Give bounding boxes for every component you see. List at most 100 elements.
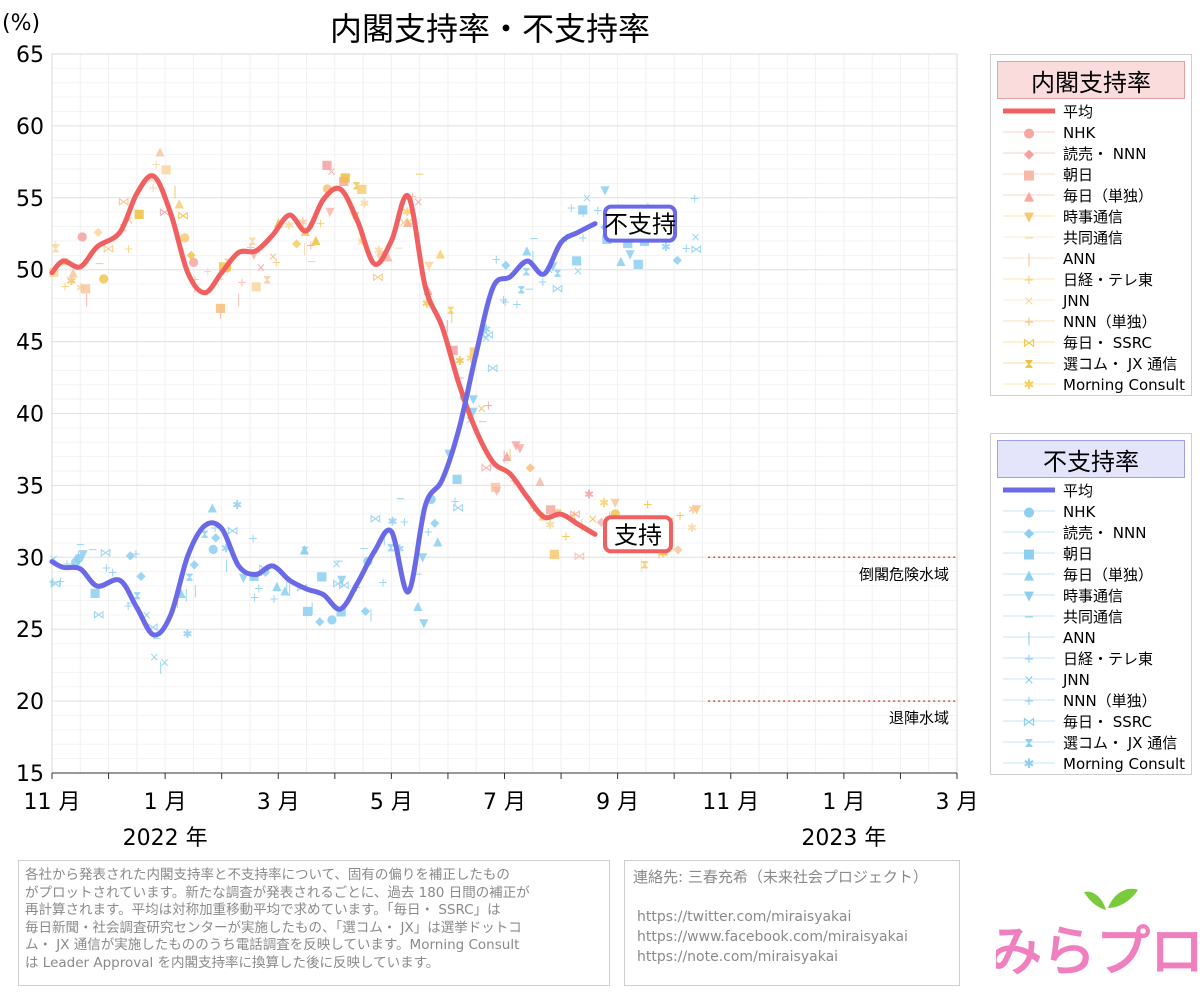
poll-marker-support: + <box>271 256 281 270</box>
against-legend-item: ⋈ 毎日・ SSRC <box>1001 711 1152 732</box>
poll-marker-against: + <box>450 494 460 508</box>
x-tick-label: 5 月 <box>370 790 413 815</box>
y-tick-label: 25 <box>16 618 44 643</box>
poll-marker-support: ● <box>77 229 87 243</box>
poll-marker-against: − <box>524 282 534 296</box>
poll-marker-against: ⋈ <box>369 512 381 526</box>
support-legend-item: ◆ 読売・ NNN <box>1001 143 1146 164</box>
poll-marker-against: ✱ <box>232 498 242 512</box>
poll-marker-support: ■ <box>340 170 351 184</box>
end-label-against: 不支持 <box>604 211 676 239</box>
poll-marker-support: ■ <box>134 207 145 221</box>
poll-marker-support: − <box>95 257 105 271</box>
support-legend-label: 朝日 <box>1063 164 1093 185</box>
poll-marker-support: ◆ <box>292 236 302 250</box>
contact-link[interactable]: https://twitter.com/miraisyakai <box>637 907 908 927</box>
support-legend-label: JNN <box>1063 292 1090 310</box>
support-legend-swatch: × <box>1001 290 1057 311</box>
sprout-icon-leaf <box>1108 889 1138 908</box>
poll-marker-against: ▼ <box>419 616 429 630</box>
support-legend-item: ⧗ 選コム・ JX 通信 <box>1001 353 1177 374</box>
reference-line-label: 退陣水域 <box>889 709 949 727</box>
against-legend-label: 読売・ NNN <box>1063 522 1146 543</box>
poll-marker-support: ▲ <box>155 144 165 158</box>
against-legend-item: ● NHK <box>1001 501 1095 522</box>
poll-marker-support: − <box>393 241 403 255</box>
contact-link[interactable]: https://www.facebook.com/miraisyakai <box>637 927 908 947</box>
poll-marker-support: ⋈ <box>177 208 189 222</box>
poll-marker-against: | <box>184 588 188 602</box>
poll-marker-against: ⋈ <box>486 361 498 375</box>
x-year-label: 2022 年 <box>123 826 208 851</box>
poll-marker-support: ◆ <box>93 225 103 239</box>
poll-marker-against: × <box>149 650 159 664</box>
support-legend-label: 時事通信 <box>1063 206 1123 227</box>
legend-support: 内閣支持率 平均 ● NHK ◆ 読売・ NNN ■ 朝日 ▲ 毎日（単独） ▼ 時事通信 − 共同通信… <box>990 54 1192 396</box>
support-legend-swatch: ▲ <box>1001 185 1057 206</box>
y-tick-label: 30 <box>16 546 44 571</box>
poll-marker-against: ◆ <box>211 530 221 544</box>
poll-marker-support: ▲ <box>535 473 545 487</box>
against-legend-label: NNN（単独） <box>1063 690 1157 711</box>
poll-marker-against: ■ <box>452 472 463 486</box>
support-legend-item: − 共同通信 <box>1001 227 1123 248</box>
poll-marker-support: + <box>561 530 571 544</box>
poll-marker-support: ▲ <box>311 232 321 246</box>
support-legend-label: 読売・ NNN <box>1063 143 1146 164</box>
against-legend-swatch: − <box>1001 606 1057 627</box>
notes-box: 各社から発表された内閣支持率と不支持率について、固有の偏りを補正したもの がプロッ… <box>18 860 610 986</box>
poll-marker-support: × <box>327 165 337 179</box>
svg-text:×: × <box>1024 673 1035 688</box>
contact-links: https://twitter.com/miraisyakai https://w… <box>637 907 908 967</box>
support-legend-item: | ANN <box>1001 248 1096 269</box>
support-legend-swatch: ● <box>1001 122 1057 143</box>
against-legend-swatch: ✱ <box>1001 753 1057 774</box>
svg-text:|: | <box>1027 631 1031 646</box>
x-tick-label: 11 月 <box>24 790 81 815</box>
y-tick-label: 55 <box>16 187 44 212</box>
support-legend-swatch: − <box>1001 227 1057 248</box>
against-legend-label: Morning Consult <box>1063 755 1185 773</box>
mirapuro-logo: みらプロ <box>996 872 1200 993</box>
poll-marker-against: + <box>578 206 588 220</box>
y-tick-label: 15 <box>16 762 44 787</box>
support-legend-swatch: ⧗ <box>1001 353 1057 374</box>
support-legend-item: + NNN（単独） <box>1001 311 1157 332</box>
support-legend-label: NNN（単独） <box>1063 311 1157 332</box>
support-legend-item: ▲ 毎日（単独） <box>1001 185 1153 206</box>
support-legend-item: ▼ 時事通信 <box>1001 206 1123 227</box>
support-legend-label: 日経・テレ東 <box>1063 269 1153 290</box>
against-legend-item: × JNN <box>1001 669 1090 690</box>
contact-link[interactable]: https://note.com/miraisyakai <box>637 947 908 967</box>
support-legend-item: ■ 朝日 <box>1001 164 1093 185</box>
logo-text: みらプロ <box>996 920 1200 983</box>
svg-text:×: × <box>1024 294 1035 309</box>
poll-marker-support: ⋈ <box>573 549 585 563</box>
svg-text:✱: ✱ <box>1024 757 1035 772</box>
support-legend-label: NHK <box>1063 124 1095 142</box>
svg-text:■: ■ <box>1023 168 1035 183</box>
note-line: 毎日新聞・社会調査研究センターが実施したもの、「選コム・ JX」は選挙ドットコ <box>25 920 603 938</box>
poll-marker-support: × <box>477 401 487 415</box>
reference-line-label: 倒閣危険水域 <box>859 565 949 583</box>
poll-marker-support: ■ <box>161 162 172 176</box>
against-legend-item: + NNN（単独） <box>1001 690 1157 711</box>
y-tick-label: 45 <box>16 331 44 356</box>
svg-text:|: | <box>1027 252 1031 267</box>
poll-marker-support: | <box>218 305 222 319</box>
plot-area: 15 20 25 30 35 40 45 50 55 60 65 11 月 1 月 3 月 5 月 7 月 9 … <box>16 43 979 851</box>
poll-marker-against: ■ <box>571 253 582 267</box>
poll-marker-against: + <box>254 582 264 596</box>
poll-marker-against: ⋈ <box>93 607 105 621</box>
poll-marker-against: | <box>193 584 197 598</box>
y-tick-label: 65 <box>16 43 44 68</box>
chart-title: 内閣支持率・不支持率 <box>330 10 650 48</box>
support-legend-swatch: ✱ <box>1001 374 1057 395</box>
poll-marker-support: ◆ <box>526 460 536 474</box>
against-legend-label: NHK <box>1063 503 1095 521</box>
poll-marker-against: ▲ <box>208 500 218 514</box>
support-legend-swatch <box>1001 101 1057 122</box>
support-legend-swatch: | <box>1001 248 1057 269</box>
poll-marker-against: ▲ <box>433 534 443 548</box>
note-line: 各社から発表された内閣支持率と不支持率について、固有の偏りを補正したもの <box>25 867 603 885</box>
